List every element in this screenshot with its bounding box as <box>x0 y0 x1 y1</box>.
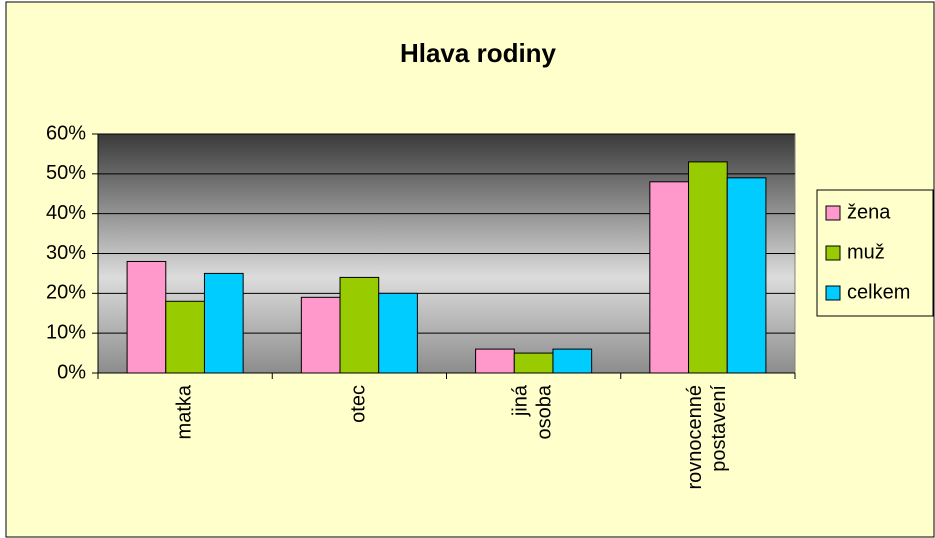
bar <box>513 352 554 374</box>
x-tick-label: otec <box>348 385 370 423</box>
legend: žena muž celkem <box>816 189 934 317</box>
bar <box>649 181 690 374</box>
bar <box>300 296 341 374</box>
x-tick-label: rovnocenné postavení <box>684 385 730 490</box>
bar <box>203 272 244 374</box>
bar <box>165 300 205 374</box>
legend-swatch <box>825 245 841 261</box>
legend-swatch <box>825 205 841 221</box>
y-tick-label: 30% <box>46 242 86 264</box>
bar <box>126 260 167 374</box>
bar <box>475 348 515 374</box>
x-tick-label: matka <box>173 384 195 439</box>
y-tick-label: 20% <box>46 282 86 304</box>
y-tick-label: 60% <box>46 122 86 144</box>
chart-title: Hlava rodiny <box>400 38 557 68</box>
bar <box>552 348 593 374</box>
bar <box>339 276 380 374</box>
bar <box>688 161 728 374</box>
bar <box>726 177 767 374</box>
legend-label: celkem <box>847 281 910 303</box>
bar <box>378 292 418 374</box>
y-tick-label: 40% <box>46 202 86 224</box>
legend-label: muž <box>847 241 885 263</box>
x-tick-label: jiná osoba <box>510 384 556 439</box>
legend-swatch <box>825 285 841 301</box>
y-tick-label: 0% <box>57 361 86 383</box>
y-tick-label: 50% <box>46 162 86 184</box>
legend-label: žena <box>847 201 891 223</box>
y-tick-label: 10% <box>46 321 86 343</box>
